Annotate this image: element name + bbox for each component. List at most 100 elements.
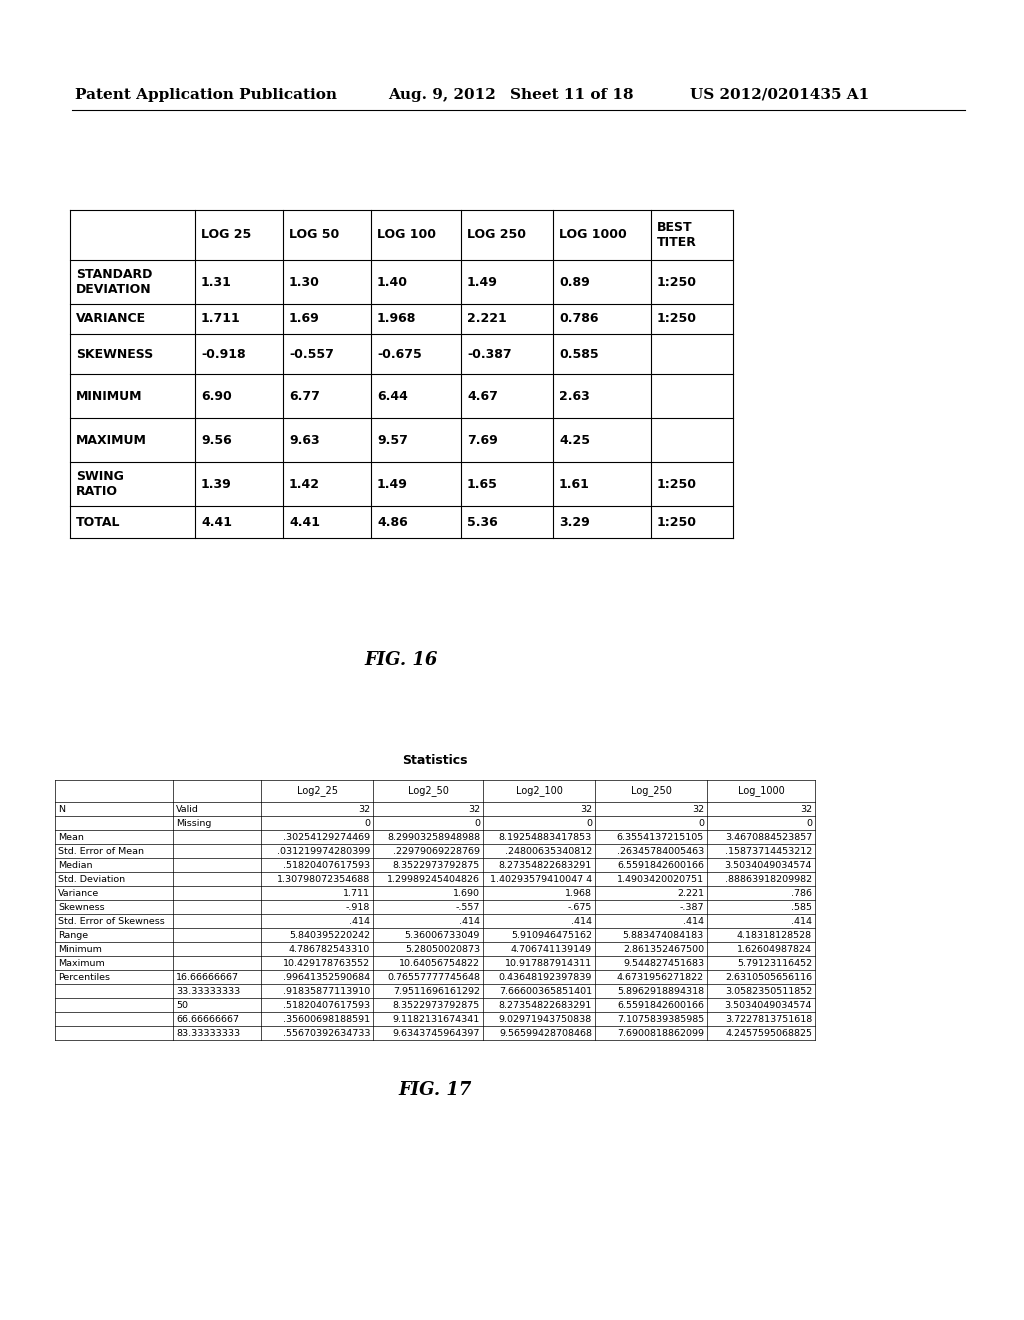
Text: 50: 50 [176,1001,188,1010]
Text: 0.786: 0.786 [559,313,598,326]
Text: -.557: -.557 [456,903,480,912]
Text: 7.69: 7.69 [467,433,498,446]
Text: Std. Error of Skewness: Std. Error of Skewness [58,916,165,925]
Text: 3.0582350511852: 3.0582350511852 [725,986,812,995]
Text: N: N [58,804,65,813]
Text: 10.917887914311: 10.917887914311 [505,958,592,968]
Text: 10.64056754822: 10.64056754822 [399,958,480,968]
Text: Aug. 9, 2012: Aug. 9, 2012 [388,88,496,102]
Text: 6.3554137215105: 6.3554137215105 [616,833,705,842]
Text: VARIANCE: VARIANCE [76,313,146,326]
Text: 2.221: 2.221 [467,313,507,326]
Text: Sheet 11 of 18: Sheet 11 of 18 [510,88,634,102]
Text: 9.1182131674341: 9.1182131674341 [393,1015,480,1023]
Text: Skewness: Skewness [58,903,104,912]
Text: Valid: Valid [176,804,199,813]
Text: LOG 1000: LOG 1000 [559,228,627,242]
Text: 5.79123116452: 5.79123116452 [737,958,812,968]
Text: 1.65: 1.65 [467,478,498,491]
Text: 1.711: 1.711 [343,888,370,898]
Text: 2.6310505656116: 2.6310505656116 [725,973,812,982]
Text: Patent Application Publication: Patent Application Publication [75,88,337,102]
Text: .414: .414 [683,916,705,925]
Text: Log_1000: Log_1000 [737,785,784,796]
Text: 5.36006733049: 5.36006733049 [404,931,480,940]
Text: Mean: Mean [58,833,84,842]
Text: .51820407617593: .51820407617593 [283,861,370,870]
Text: LOG 250: LOG 250 [467,228,526,242]
Text: 3.7227813751618: 3.7227813751618 [725,1015,812,1023]
Text: Median: Median [58,861,92,870]
Text: US 2012/0201435 A1: US 2012/0201435 A1 [690,88,869,102]
Text: .99641352590684: .99641352590684 [283,973,370,982]
Text: 9.544827451683: 9.544827451683 [623,958,705,968]
Text: 5.8962918894318: 5.8962918894318 [616,986,705,995]
Text: 9.56599428708468: 9.56599428708468 [499,1028,592,1038]
Text: .414: .414 [571,916,592,925]
Text: 9.6343745964397: 9.6343745964397 [392,1028,480,1038]
Text: 9.63: 9.63 [289,433,319,446]
Text: 1:250: 1:250 [657,313,697,326]
Text: .35600698188591: .35600698188591 [283,1015,370,1023]
Text: 3.5034049034574: 3.5034049034574 [725,1001,812,1010]
Text: 3.4670884523857: 3.4670884523857 [725,833,812,842]
Text: 1.40293579410047 4: 1.40293579410047 4 [489,874,592,883]
Text: 8.19254883417853: 8.19254883417853 [499,833,592,842]
Text: 1.40: 1.40 [377,276,408,289]
Text: Std. Error of Mean: Std. Error of Mean [58,846,144,855]
Text: MAXIMUM: MAXIMUM [76,433,146,446]
Text: 0: 0 [698,818,705,828]
Text: -.918: -.918 [346,903,370,912]
Text: 0: 0 [586,818,592,828]
Text: 32: 32 [580,804,592,813]
Text: 9.57: 9.57 [377,433,408,446]
Text: .30254129274469: .30254129274469 [283,833,370,842]
Text: Variance: Variance [58,888,99,898]
Text: 2.861352467500: 2.861352467500 [623,945,705,953]
Text: 16.66666667: 16.66666667 [176,973,239,982]
Text: MINIMUM: MINIMUM [76,389,142,403]
Text: 1.69: 1.69 [289,313,319,326]
Text: .26345784005463: .26345784005463 [616,846,705,855]
Text: BEST
TITER: BEST TITER [657,220,697,249]
Text: 3.29: 3.29 [559,516,590,528]
Text: Percentiles: Percentiles [58,973,110,982]
Text: 4.86: 4.86 [377,516,408,528]
Text: Std. Deviation: Std. Deviation [58,874,125,883]
Text: 1.711: 1.711 [201,313,241,326]
Text: Log2_100: Log2_100 [515,785,562,796]
Text: .786: .786 [791,888,812,898]
Text: 7.66600365851401: 7.66600365851401 [499,986,592,995]
Text: 1.39: 1.39 [201,478,231,491]
Text: 1.30: 1.30 [289,276,319,289]
Text: 1.30798072354688: 1.30798072354688 [276,874,370,883]
Text: 1.690: 1.690 [453,888,480,898]
Text: 1.968: 1.968 [565,888,592,898]
Text: 4.706741139149: 4.706741139149 [511,945,592,953]
Text: 0: 0 [474,818,480,828]
Text: 66.66666667: 66.66666667 [176,1015,239,1023]
Text: .031219974280399: .031219974280399 [276,846,370,855]
Text: 1.29989245404826: 1.29989245404826 [387,874,480,883]
Text: STANDARD
DEVIATION: STANDARD DEVIATION [76,268,153,296]
Text: TOTAL: TOTAL [76,516,121,528]
Text: Log2_50: Log2_50 [408,785,449,796]
Text: 0.43648192397839: 0.43648192397839 [499,973,592,982]
Text: 8.3522973792875: 8.3522973792875 [393,861,480,870]
Text: 6.5591842600166: 6.5591842600166 [617,861,705,870]
Text: 9.02971943750838: 9.02971943750838 [499,1015,592,1023]
Text: .55670392634733: .55670392634733 [283,1028,370,1038]
Text: 5.883474084183: 5.883474084183 [623,931,705,940]
Text: 6.5591842600166: 6.5591842600166 [617,1001,705,1010]
Text: -0.387: -0.387 [467,347,512,360]
Text: 0: 0 [364,818,370,828]
Text: 7.1075839385985: 7.1075839385985 [616,1015,705,1023]
Text: 32: 32 [692,804,705,813]
Text: 6.77: 6.77 [289,389,319,403]
Text: -0.918: -0.918 [201,347,246,360]
Text: Minimum: Minimum [58,945,101,953]
Text: LOG 100: LOG 100 [377,228,436,242]
Text: LOG 25: LOG 25 [201,228,251,242]
Text: .414: .414 [791,916,812,925]
Text: .414: .414 [459,916,480,925]
